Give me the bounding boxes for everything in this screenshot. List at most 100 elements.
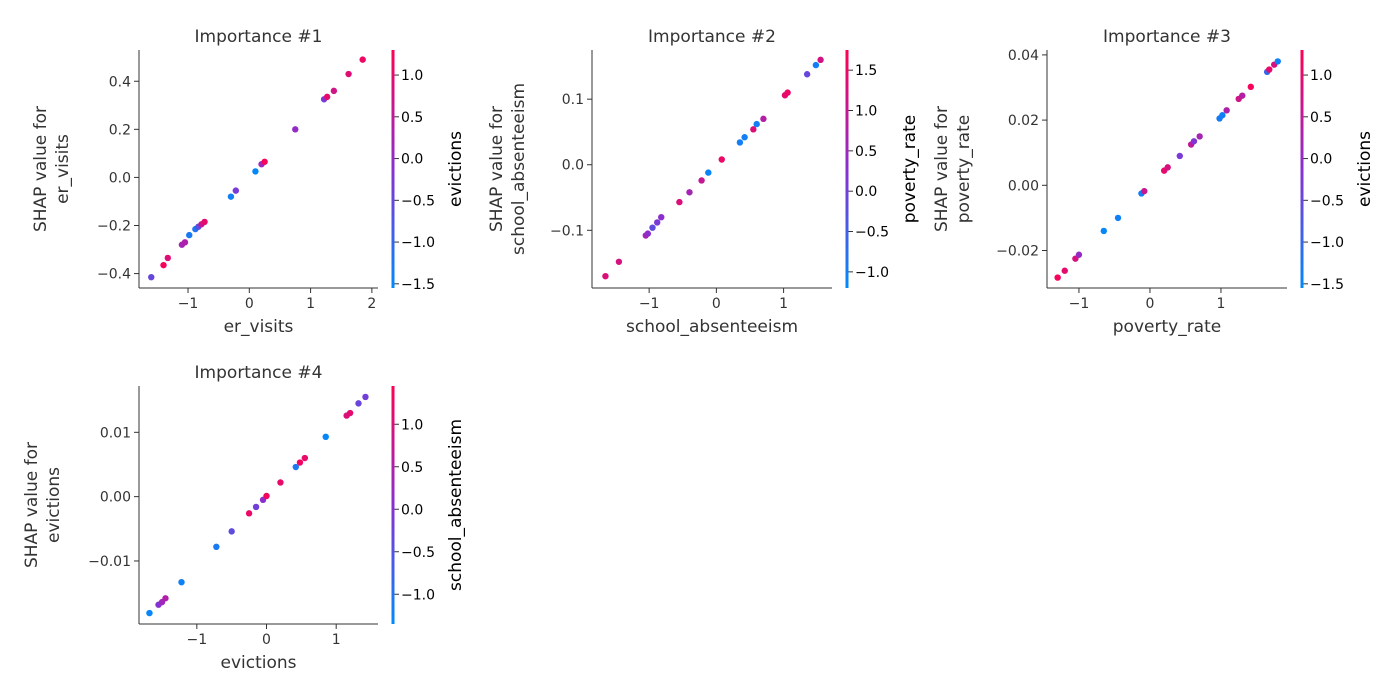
data-point (1141, 187, 1148, 195)
x-tick-label: 0 (1145, 296, 1154, 312)
chart-title: Importance #4 (195, 363, 323, 383)
data-point (1164, 164, 1171, 171)
colorbar-tick-label: 1.0 (401, 68, 423, 84)
x-axis-label: er_visits (224, 317, 294, 337)
data-point (654, 219, 661, 226)
data-point (1061, 267, 1068, 274)
data-point (201, 218, 208, 226)
chart-title: Importance #2 (648, 27, 776, 47)
data-point (615, 258, 623, 265)
data-point (1247, 83, 1254, 91)
data-point (736, 139, 744, 146)
colorbar-tick-label: −0.5 (401, 193, 435, 209)
y-tick-label: 0.1 (562, 92, 584, 108)
data-point (644, 230, 651, 237)
data-point (698, 177, 705, 184)
data-point (330, 87, 338, 95)
colorbar-tick-label: −1.0 (401, 235, 435, 251)
data-point (812, 61, 820, 69)
data-point (1274, 58, 1281, 65)
colorbar-label: evictions (446, 131, 466, 207)
data-point (753, 120, 760, 128)
data-point (252, 503, 260, 511)
data-point (602, 272, 609, 280)
data-point (362, 393, 369, 401)
data-point (1223, 107, 1230, 114)
data-point (355, 400, 362, 407)
data-point (760, 115, 767, 123)
data-point (146, 609, 153, 617)
y-tick-label: 0.00 (100, 490, 131, 506)
data-point (245, 510, 253, 517)
y-tick-label: 0.0 (562, 158, 584, 174)
x-axis-label: poverty_rate (1113, 317, 1221, 337)
data-point (292, 126, 299, 133)
y-tick-label: −0.1 (550, 223, 584, 239)
colorbar-tick-label: 0.0 (401, 502, 423, 518)
colorbar-label: evictions (1355, 131, 1375, 207)
x-tick-label: 2 (367, 296, 376, 312)
colorbar-tick-label: −0.5 (1310, 193, 1344, 209)
chart-title: Importance #1 (195, 27, 323, 47)
y-tick-label: 0.0 (109, 170, 131, 186)
colorbar-tick-label: −0.5 (401, 545, 435, 561)
data-point (1266, 66, 1273, 73)
data-point (160, 261, 167, 269)
chart-panel-2: Importance #2 −1 0 1 −0.1 0.0 0.1 school_absent… (487, 27, 920, 337)
y-axis-label: SHAP value for poverty_rate (932, 106, 974, 232)
y-tick-label: −0.2 (97, 218, 131, 234)
colorbar-tick-label: 1.0 (401, 417, 423, 433)
x-tick-label: 1 (1217, 296, 1226, 312)
data-point (1054, 274, 1061, 281)
chart-title: Importance #3 (1103, 27, 1231, 47)
data-point (228, 528, 235, 535)
data-point (1239, 92, 1246, 99)
colorbar-tick-label: 0.0 (855, 184, 877, 200)
data-point (148, 273, 155, 281)
y-tick-label: 0.4 (109, 74, 131, 90)
colorbar-tick-label: −1.5 (1310, 277, 1344, 293)
x-tick-label: −1 (1069, 296, 1090, 312)
data-point (186, 231, 193, 239)
chart-panel-1: Importance #1 −1 0 1 2 −0.4 −0.2 0.0 0.2 0.4 er_vi… (31, 27, 466, 337)
data-point (323, 93, 331, 101)
colorbar-tick-label: 0.5 (855, 144, 877, 160)
colorbar-tick-label: −1.0 (855, 265, 889, 281)
data-point (1196, 133, 1203, 140)
data-point (178, 578, 185, 586)
colorbar-label: poverty_rate (900, 115, 920, 223)
data-point (1176, 152, 1183, 160)
data-point (658, 213, 665, 221)
y-tick-label: 0.02 (1008, 113, 1039, 129)
data-point (181, 239, 189, 246)
y-tick-label: −0.02 (996, 244, 1039, 260)
y-tick-label: 0.2 (109, 122, 131, 138)
y-tick-label: 0.01 (100, 425, 131, 441)
data-point (1075, 251, 1083, 258)
colorbar-tick-label: 1.0 (1310, 68, 1332, 84)
data-point (296, 459, 304, 466)
data-point (705, 169, 712, 176)
colorbar-tick-label: 0.0 (401, 152, 423, 168)
colorbar-tick-label: −1.0 (401, 587, 435, 603)
y-axis-label: SHAP value for er_visits (31, 106, 73, 232)
x-tick-label: −1 (187, 632, 208, 648)
data-point (227, 193, 235, 200)
colorbar-tick-label: 1.0 (855, 104, 877, 120)
data-point (784, 89, 791, 96)
x-axis-label: evictions (220, 653, 296, 673)
x-tick-label: 0 (245, 296, 254, 312)
x-tick-label: −1 (178, 296, 199, 312)
data-point (263, 492, 270, 500)
colorbar-label: school_absenteeism (446, 419, 466, 591)
x-tick-label: 0 (712, 296, 721, 312)
data-point (1114, 214, 1122, 222)
data-point (213, 543, 220, 551)
y-tick-label: −0.4 (97, 267, 131, 283)
data-point (649, 224, 656, 231)
colorbar-tick-label: 1.5 (855, 63, 877, 79)
colorbar (391, 386, 395, 624)
chart-panel-3: Importance #3 −1 0 1 −0.02 0.00 0.02 0.04 povert… (932, 27, 1375, 337)
colorbar-tick-label: −1.0 (1310, 235, 1344, 251)
